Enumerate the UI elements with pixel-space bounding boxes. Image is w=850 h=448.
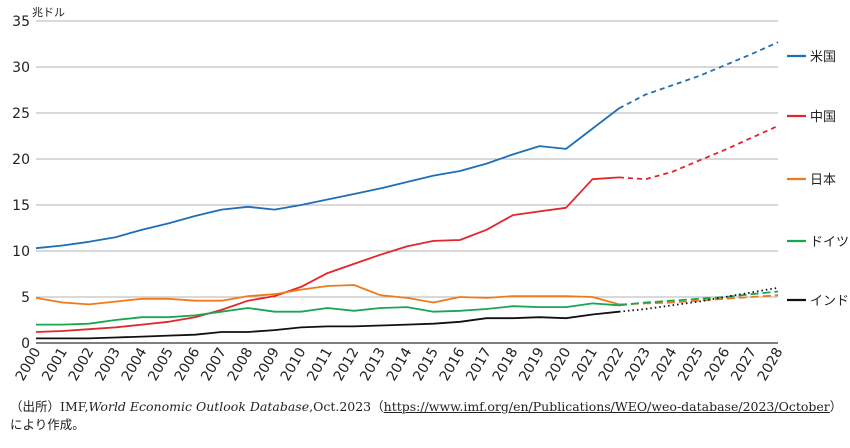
y-tick-label: 5 [21, 290, 30, 306]
series-line-projection [618, 294, 779, 306]
y-tick-label: 10 [12, 244, 30, 260]
y-axis-label: 兆ドル [32, 6, 65, 19]
x-tick-label: 2013 [357, 345, 389, 384]
series-line-actual [36, 302, 620, 326]
series-lines [35, 41, 779, 340]
x-tick-label: 2001 [39, 345, 71, 384]
legend-label: 日本 [810, 173, 836, 188]
source-line-1: （出所）IMF,World Economic Outlook Database,… [10, 398, 842, 416]
x-tick-label: 2006 [172, 345, 204, 384]
series-line-projection [618, 41, 779, 110]
x-tick-label: 2027 [728, 345, 760, 384]
gridlines [36, 20, 778, 344]
series-line-actual [35, 107, 620, 250]
x-tick-label: 2015 [410, 345, 442, 384]
series-line-actual [35, 176, 620, 333]
y-axis-ticks: 0 5 10 15 20 25 30 35 [12, 14, 30, 352]
x-tick-label: 2014 [384, 345, 416, 384]
series-line-projection [618, 286, 779, 313]
y-tick-label: 35 [12, 14, 30, 30]
x-tick-label: 2028 [755, 345, 787, 384]
x-tick-label: 2004 [119, 345, 151, 384]
source-prefix: （出所）IMF, [10, 399, 89, 414]
legend-label: 米国 [810, 50, 836, 65]
x-tick-label: 2018 [490, 345, 522, 384]
y-tick-label: 15 [12, 198, 30, 214]
x-tick-label: 2010 [278, 345, 310, 384]
x-tick-label: 2012 [331, 345, 363, 384]
y-tick-label: 30 [12, 60, 30, 76]
x-tick-label: 2023 [622, 345, 654, 384]
x-tick-label: 2011 [304, 345, 336, 384]
source-url-link[interactable]: https://www.imf.org/en/Publications/WEO/… [383, 399, 830, 414]
x-tick-label: 2025 [675, 345, 707, 384]
source-suffix: ） [829, 399, 843, 414]
x-axis-ticks: 2000200120022003200420052006200720082009… [13, 345, 787, 384]
x-tick-label: 2026 [702, 345, 734, 384]
source-edition: ,Oct.2023（ [309, 399, 384, 414]
y-tick-label: 20 [12, 152, 30, 168]
x-tick-label: 2022 [596, 345, 628, 384]
series-line-actual [36, 310, 620, 340]
legend-label: インド [810, 294, 849, 309]
series-line-projection [618, 290, 779, 307]
series-line-projection [618, 125, 779, 181]
source-note: （出所）IMF,World Economic Outlook Database,… [10, 398, 842, 434]
source-database: World Economic Outlook Database [88, 399, 310, 414]
legend-label: 中国 [810, 110, 836, 125]
x-tick-label: 2005 [145, 345, 177, 384]
x-tick-label: 2007 [198, 345, 230, 384]
y-tick-label: 0 [21, 336, 30, 352]
x-tick-label: 2021 [569, 345, 601, 384]
x-tick-label: 2008 [225, 345, 257, 384]
x-tick-label: 2017 [463, 345, 495, 384]
y-tick-label: 25 [12, 106, 30, 122]
x-tick-label: 2024 [649, 345, 681, 384]
x-tick-label: 2009 [251, 345, 283, 384]
x-tick-label: 2020 [543, 345, 575, 384]
source-line-2: により作成。 [10, 417, 85, 432]
x-tick-label: 2019 [516, 345, 548, 384]
x-tick-label: 2002 [66, 345, 98, 384]
x-tick-label: 2016 [437, 345, 469, 384]
x-tick-label: 2003 [92, 345, 124, 384]
legend-label: ドイツ [810, 235, 849, 250]
x-tick-label: 2000 [13, 345, 45, 384]
series-line-actual [35, 284, 620, 306]
